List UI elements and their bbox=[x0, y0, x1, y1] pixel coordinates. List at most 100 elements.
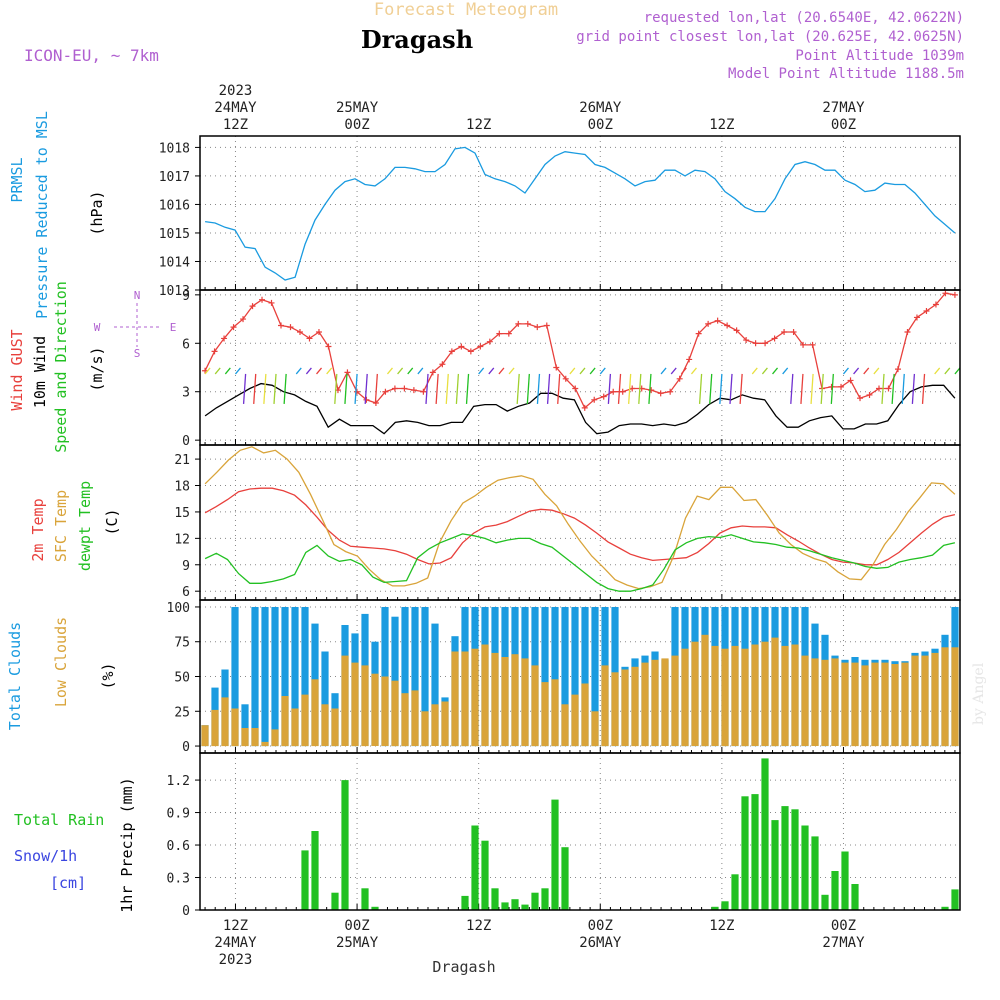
bar bbox=[531, 665, 539, 747]
wind-arrow bbox=[830, 373, 834, 405]
bar bbox=[431, 704, 439, 746]
bottom-time-label: 24MAY bbox=[214, 935, 257, 951]
gust-marker bbox=[534, 324, 541, 331]
bar bbox=[801, 655, 809, 746]
bar bbox=[691, 641, 699, 746]
bar bbox=[401, 607, 409, 747]
gust-marker bbox=[401, 385, 408, 392]
wind-arrow bbox=[881, 373, 885, 405]
y-axis-label: Low Clouds bbox=[52, 617, 70, 707]
wind-arrow bbox=[445, 373, 449, 405]
gust-marker bbox=[382, 388, 389, 395]
wind-arrow bbox=[648, 373, 652, 405]
bar bbox=[661, 658, 669, 746]
wind-arrow bbox=[921, 373, 926, 405]
bottom-time-label: 00Z bbox=[344, 918, 369, 934]
bar bbox=[451, 651, 459, 747]
top-time-label: 26MAY bbox=[579, 100, 622, 116]
wind-arrow bbox=[589, 367, 596, 375]
bar bbox=[781, 645, 789, 746]
location-title: Dragash bbox=[361, 25, 473, 54]
y-axis-label: Wind GUST bbox=[8, 329, 26, 410]
series-line bbox=[204, 292, 956, 409]
bar bbox=[271, 607, 279, 747]
gust-marker bbox=[543, 322, 550, 329]
bar bbox=[511, 654, 519, 746]
y-tick-label: 9 bbox=[182, 559, 190, 574]
series-line bbox=[204, 487, 956, 566]
wind-arrow bbox=[478, 367, 485, 375]
bar bbox=[511, 899, 519, 910]
bar bbox=[761, 758, 769, 910]
bar bbox=[951, 889, 959, 910]
bar bbox=[261, 607, 269, 747]
gust-marker bbox=[771, 335, 778, 342]
wind-arrow bbox=[607, 373, 612, 405]
bar bbox=[381, 676, 389, 746]
gust-marker bbox=[410, 387, 417, 394]
wind-arrow bbox=[579, 367, 586, 375]
bar bbox=[501, 902, 509, 910]
compass-east: E bbox=[170, 321, 177, 334]
bar bbox=[891, 664, 899, 747]
wind-arrow bbox=[660, 367, 667, 375]
bottom-time-label: 12Z bbox=[709, 918, 734, 934]
y-axis-label: dewpt Temp bbox=[76, 481, 94, 571]
wind-arrow bbox=[934, 367, 941, 375]
bar bbox=[491, 652, 499, 747]
bar bbox=[631, 666, 639, 747]
top-time-label: 00Z bbox=[588, 117, 613, 133]
top-time-label: 24MAY bbox=[214, 100, 257, 116]
gust-marker bbox=[942, 290, 949, 297]
compass-west: W bbox=[94, 321, 101, 334]
y-tick-label: 25 bbox=[174, 705, 190, 720]
gust-marker bbox=[705, 320, 712, 327]
series-line bbox=[204, 382, 956, 435]
bar bbox=[911, 655, 919, 746]
gust-marker bbox=[619, 388, 626, 395]
wind-arrow bbox=[761, 367, 768, 375]
y-tick-label: 15 bbox=[174, 506, 190, 521]
bar bbox=[831, 658, 839, 746]
bar bbox=[811, 658, 819, 746]
bar bbox=[841, 662, 849, 747]
gust-marker bbox=[733, 327, 740, 334]
bar bbox=[871, 662, 879, 747]
gust-marker bbox=[287, 324, 294, 331]
gust-marker bbox=[800, 341, 807, 348]
bar bbox=[771, 820, 779, 910]
bar bbox=[761, 641, 769, 746]
gust-marker bbox=[610, 388, 617, 395]
model-label: ICON-EU, ~ 7km bbox=[24, 46, 159, 65]
bar bbox=[291, 607, 299, 747]
snow-unit-label: [cm] bbox=[50, 874, 86, 892]
bar bbox=[311, 831, 319, 910]
wind-arrow bbox=[465, 373, 470, 405]
gust-marker bbox=[648, 387, 655, 394]
wind-arrow bbox=[719, 373, 723, 405]
bar bbox=[471, 825, 479, 910]
compass-north: N bbox=[134, 289, 141, 302]
wind-arrow bbox=[810, 373, 814, 405]
gust-marker bbox=[695, 330, 702, 337]
y-tick-label: 75 bbox=[174, 636, 190, 651]
series-line bbox=[205, 146, 956, 281]
wind-arrow bbox=[698, 373, 703, 405]
bar bbox=[321, 651, 329, 747]
wind-arrow bbox=[751, 367, 758, 375]
gust-marker bbox=[923, 307, 930, 314]
wind-arrow bbox=[455, 373, 460, 405]
bar bbox=[671, 655, 679, 746]
wind-arrow bbox=[546, 373, 551, 405]
y-tick-label: 1013 bbox=[159, 284, 190, 299]
bar bbox=[821, 894, 829, 910]
wind-arrow bbox=[354, 373, 358, 405]
wind-arrow bbox=[569, 367, 576, 375]
panel-frame bbox=[199, 752, 961, 911]
bar bbox=[271, 729, 279, 747]
gust-marker bbox=[429, 369, 436, 376]
y-axis-label: (%) bbox=[99, 662, 117, 689]
bar bbox=[491, 888, 499, 910]
